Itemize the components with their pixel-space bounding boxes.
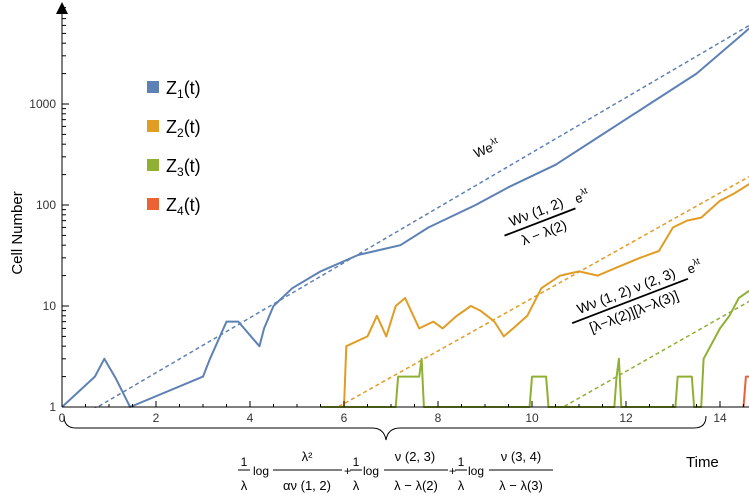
annotation-z1-exp: λt: [489, 135, 500, 147]
formula-t2-num: 1: [353, 455, 360, 469]
time-formula: 1 λ log λ² αν (1, 2) + 1 λ log ν (2, 3) …: [238, 449, 553, 493]
formula-t2-den: λ: [353, 478, 360, 493]
svg-text:Weλt: Weλt: [471, 135, 502, 161]
legend: Z1(t) Z2(t) Z3(t) Z4(t): [147, 78, 201, 218]
formula-t2-log: log: [363, 464, 379, 478]
x-tick-label: 4: [247, 411, 254, 425]
legend-swatch-3: [147, 159, 159, 171]
annotation-z2: Wν (1, 2) λ − λ(2) eλt: [504, 185, 592, 248]
x-tick-label: 14: [713, 411, 727, 425]
x-tick-label: 6: [341, 411, 348, 425]
formula-plus-1: +: [344, 464, 351, 478]
reference-line-3: [560, 300, 749, 408]
series-line-3: [320, 289, 749, 408]
formula-t3-arg-den: λ − λ(3): [499, 478, 543, 493]
y-tick-label: 1000: [29, 97, 56, 111]
series-line-4: [742, 375, 749, 408]
reference-line-2: [334, 175, 749, 408]
y-axis-title: Cell Number: [9, 191, 26, 274]
svg-text:eλt: eλt: [684, 256, 704, 277]
legend-label-3: Z3(t): [166, 156, 201, 179]
legend-label-1: Z1(t): [166, 78, 201, 101]
axes: [56, 2, 749, 408]
formula-t3-arg-num: ν (3, 4): [501, 449, 541, 464]
formula-t1-num: 1: [241, 455, 248, 469]
formula-t3-log: log: [468, 464, 484, 478]
formula-plus-2: +: [449, 464, 456, 478]
x-axis-title: Time: [686, 454, 719, 471]
time-brace: [63, 415, 707, 441]
annotation-z2-bar: [504, 207, 576, 237]
x-tick-label: 10: [525, 411, 539, 425]
formula-t2-arg-num: ν (2, 3): [395, 449, 435, 464]
y-tick-label: 1: [49, 400, 56, 414]
formula-t3-den: λ: [458, 478, 465, 493]
legend-label-2: Z2(t): [166, 117, 201, 140]
y-tick-label: 10: [43, 299, 57, 313]
annotation-z3-bar: [571, 277, 689, 325]
x-tick-label: 2: [153, 411, 160, 425]
x-tick-label: 12: [619, 411, 633, 425]
annotation-z3-exp: λt: [691, 256, 702, 268]
legend-swatch-2: [147, 120, 159, 132]
annotation-z1: Weλt: [471, 135, 502, 161]
x-tick-label: 8: [435, 411, 442, 425]
formula-t1-arg-num: λ²: [302, 449, 314, 464]
annotation-z1-base: We: [472, 140, 495, 161]
formula-t1-arg-den: αν (1, 2): [283, 478, 331, 493]
annotation-z3: Wν (1, 2) ν (2, 3) [λ−λ(2)][λ−λ(3)] eλt: [571, 256, 704, 336]
legend-label-4: Z4(t): [166, 195, 201, 218]
formula-t1-log: log: [253, 464, 269, 478]
y-tick-label: 100: [36, 198, 56, 212]
x-tick-label: 0: [59, 411, 66, 425]
legend-swatch-1: [147, 81, 159, 93]
annotation-z2-exp: λt: [579, 185, 590, 197]
ticks: 0 2 4 6 8 10 12 14 1 10 100 1000: [29, 7, 744, 425]
formula-t1-den: λ: [241, 478, 248, 493]
formula-t2-arg-den: λ − λ(2): [394, 478, 438, 493]
series-line-2: [343, 182, 749, 408]
reference-lines: [94, 24, 749, 408]
svg-text:eλt: eλt: [572, 185, 592, 206]
formula-t3-num: 1: [458, 455, 465, 469]
legend-swatch-4: [147, 198, 159, 210]
